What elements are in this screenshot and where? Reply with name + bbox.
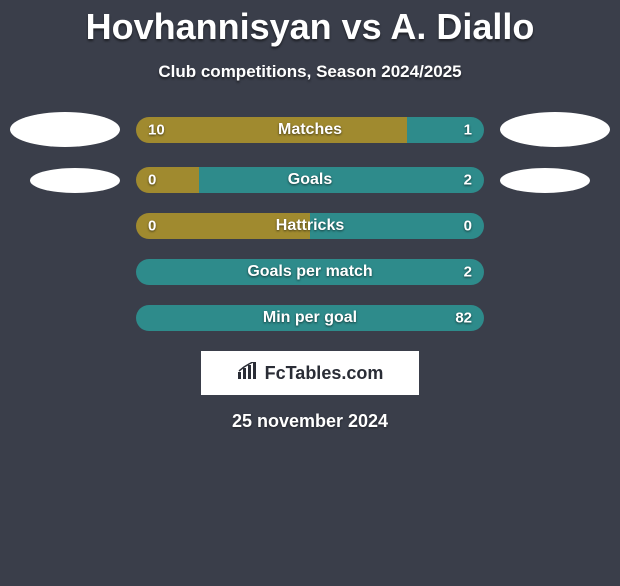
page-title: Hovhannisyan vs A. Diallo bbox=[0, 6, 620, 48]
bar-value-right: 2 bbox=[464, 264, 472, 281]
stat-row: Goals per match 2 bbox=[0, 259, 620, 285]
bar-label: Hattricks bbox=[276, 217, 344, 235]
player-left-oval bbox=[10, 112, 120, 147]
bar-value-left: 0 bbox=[148, 218, 156, 235]
stat-row: Matches 10 1 bbox=[0, 112, 620, 147]
subtitle: Club competitions, Season 2024/2025 bbox=[0, 62, 620, 82]
stat-row: Min per goal 82 bbox=[0, 305, 620, 331]
bar-label: Matches bbox=[278, 121, 342, 139]
player-left-oval bbox=[30, 168, 120, 193]
bar-value-left: 10 bbox=[148, 121, 165, 138]
stat-bar: Goals 0 2 bbox=[136, 167, 484, 193]
bar-segment-right bbox=[199, 167, 484, 193]
comparison-bars: Matches 10 1 Goals 0 2 Hattricks 0 0 Goals per ma… bbox=[0, 112, 620, 331]
stat-row: Goals 0 2 bbox=[0, 167, 620, 193]
dateline: 25 november 2024 bbox=[0, 411, 620, 432]
bar-label: Goals bbox=[288, 171, 332, 189]
bar-value-right: 82 bbox=[455, 310, 472, 327]
bar-value-right: 0 bbox=[464, 218, 472, 235]
bar-segment-left bbox=[136, 117, 407, 143]
bar-value-right: 2 bbox=[464, 172, 472, 189]
player-right-oval bbox=[500, 112, 610, 147]
bar-label: Min per goal bbox=[263, 309, 357, 327]
bar-label: Goals per match bbox=[247, 263, 372, 281]
bar-segment-right bbox=[407, 117, 484, 143]
stat-bar: Hattricks 0 0 bbox=[136, 213, 484, 239]
bar-segment-left bbox=[136, 167, 199, 193]
stat-bar: Goals per match 2 bbox=[136, 259, 484, 285]
bar-value-right: 1 bbox=[464, 121, 472, 138]
player-right-oval bbox=[500, 168, 590, 193]
stat-row: Hattricks 0 0 bbox=[0, 213, 620, 239]
stat-bar: Matches 10 1 bbox=[136, 117, 484, 143]
bar-chart-icon bbox=[237, 362, 259, 385]
brand-box: FcTables.com bbox=[201, 351, 419, 395]
brand-text: FcTables.com bbox=[265, 363, 384, 384]
bar-value-left: 0 bbox=[148, 172, 156, 189]
stat-bar: Min per goal 82 bbox=[136, 305, 484, 331]
